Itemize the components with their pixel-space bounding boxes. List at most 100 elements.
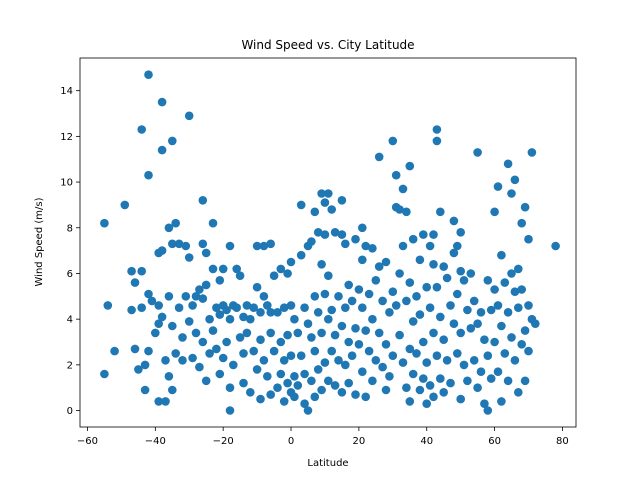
data-point-183 — [347, 351, 357, 361]
data-point-149 — [313, 228, 323, 237]
data-point-32 — [164, 292, 174, 301]
data-point-175 — [337, 388, 347, 397]
data-point-123 — [283, 378, 292, 388]
data-point-194 — [361, 326, 371, 335]
data-point-69 — [215, 276, 225, 285]
data-point-94 — [249, 303, 258, 313]
data-point-6 — [127, 305, 136, 315]
x-tick-label: 80 — [556, 436, 569, 447]
data-point-132 — [293, 381, 303, 390]
data-point-296 — [486, 374, 496, 383]
data-point-72 — [218, 264, 228, 274]
chart-title: Wind Speed vs. City Latitude — [241, 38, 414, 52]
data-point-22 — [154, 301, 163, 310]
data-point-179 — [344, 280, 354, 290]
data-point-284 — [469, 356, 479, 365]
data-point-117 — [276, 369, 286, 379]
data-point-86 — [235, 333, 245, 342]
data-point-263 — [442, 273, 452, 283]
y-tick-label: 0 — [67, 406, 73, 417]
data-point-52 — [191, 328, 201, 338]
data-point-159 — [320, 358, 330, 367]
data-point-153 — [317, 260, 326, 269]
data-point-9 — [134, 365, 143, 374]
data-point-100 — [256, 335, 265, 345]
data-point-331 — [531, 319, 540, 329]
data-point-106 — [263, 372, 272, 381]
data-point-29 — [161, 356, 170, 365]
data-point-293 — [483, 351, 493, 361]
data-point-93 — [246, 388, 255, 397]
data-point-104 — [259, 356, 269, 365]
data-point-142 — [307, 237, 316, 246]
data-point-285 — [473, 148, 482, 157]
data-point-256 — [432, 351, 442, 361]
data-point-227 — [402, 383, 411, 393]
data-point-306 — [500, 278, 510, 287]
data-point-307 — [500, 349, 510, 358]
data-point-111 — [269, 271, 279, 281]
data-point-320 — [517, 218, 526, 228]
data-point-76 — [222, 337, 231, 347]
data-point-211 — [385, 308, 394, 317]
data-point-292 — [483, 276, 493, 285]
data-point-170 — [334, 292, 343, 301]
data-point-138 — [300, 399, 309, 409]
data-point-114 — [273, 383, 282, 393]
data-point-55 — [198, 196, 208, 205]
data-point-7 — [130, 278, 140, 287]
data-point-143 — [307, 333, 316, 342]
data-point-68 — [212, 344, 221, 354]
data-point-245 — [422, 399, 432, 409]
data-point-310 — [503, 376, 513, 386]
data-point-118 — [279, 303, 289, 313]
data-point-39 — [171, 349, 180, 358]
plot-frame — [79, 57, 577, 428]
data-point-319 — [514, 388, 523, 397]
data-point-233 — [408, 317, 418, 326]
data-point-235 — [412, 292, 421, 301]
data-point-54 — [195, 362, 204, 372]
data-point-14 — [140, 360, 150, 370]
data-point-196 — [364, 289, 374, 299]
data-point-325 — [520, 376, 530, 386]
data-point-260 — [439, 262, 449, 271]
data-point-259 — [436, 374, 445, 383]
data-point-137 — [300, 369, 309, 379]
data-point-265 — [446, 301, 455, 310]
data-point-299 — [490, 337, 499, 347]
data-point-266 — [446, 378, 455, 388]
data-point-228 — [405, 161, 415, 171]
data-point-177 — [341, 303, 350, 313]
data-point-201 — [371, 276, 381, 285]
data-point-121 — [283, 269, 292, 278]
data-point-156 — [320, 198, 330, 207]
data-point-239 — [415, 385, 425, 395]
data-point-206 — [378, 296, 387, 306]
data-point-46 — [184, 111, 194, 121]
data-point-49 — [188, 301, 197, 310]
data-point-294 — [483, 406, 493, 415]
data-point-236 — [412, 349, 421, 358]
data-point-84 — [232, 303, 241, 313]
data-point-128 — [290, 314, 299, 324]
x-axis-label: Latitude — [307, 458, 348, 469]
data-point-252 — [429, 392, 438, 402]
data-point-58 — [198, 337, 208, 347]
x-axis: −60 −40 −20 0 20 40 60 80 — [77, 427, 569, 447]
data-point-166 — [327, 346, 337, 356]
data-point-229 — [405, 278, 415, 287]
data-point-124 — [286, 257, 296, 267]
data-point-240 — [419, 230, 428, 239]
data-point-70 — [215, 310, 225, 319]
data-point-112 — [269, 346, 279, 356]
data-point-281 — [466, 269, 476, 278]
data-point-2 — [103, 301, 113, 310]
data-point-288 — [476, 308, 486, 317]
data-point-277 — [459, 276, 469, 285]
data-point-287 — [473, 383, 482, 393]
data-point-42 — [178, 333, 187, 342]
data-point-38 — [171, 218, 180, 228]
data-point-45 — [181, 292, 191, 301]
